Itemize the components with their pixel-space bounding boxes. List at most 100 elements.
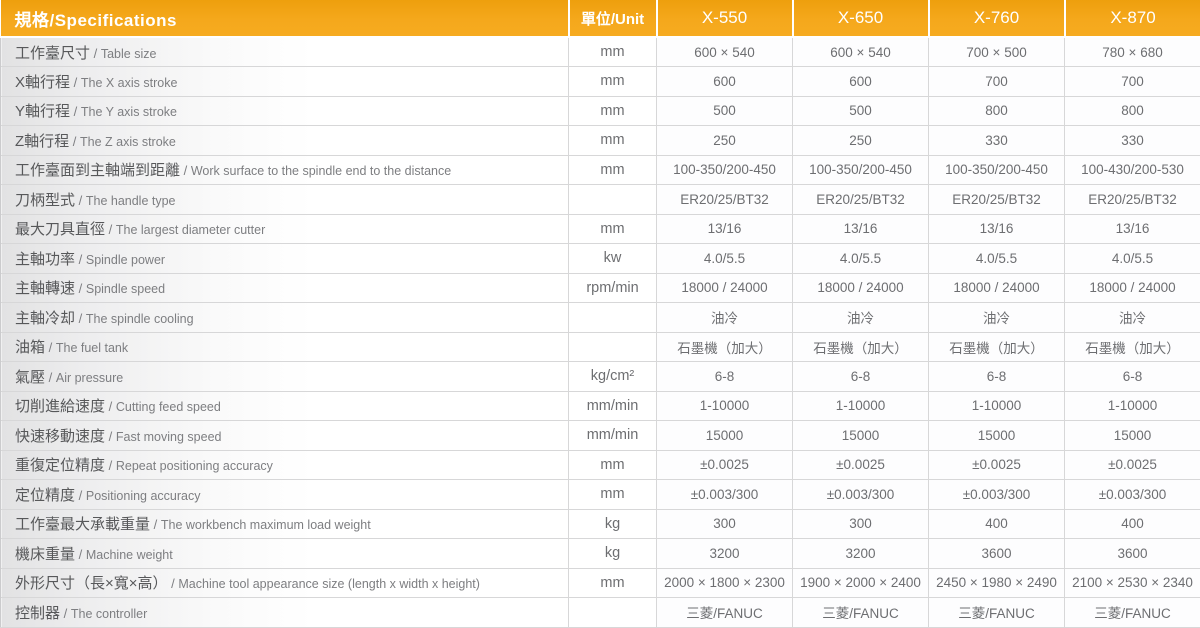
- spec-label-en: Table size: [101, 47, 157, 61]
- value-cell: 400: [929, 509, 1065, 539]
- unit-cell: mm: [569, 67, 657, 97]
- label-separator: /: [150, 517, 161, 532]
- value-cell: 1-10000: [1065, 391, 1200, 421]
- label-separator: /: [75, 311, 86, 326]
- model-column-header-x-650: X-650: [793, 0, 929, 37]
- value-cell: 700: [1065, 67, 1200, 97]
- value-cell: 4.0/5.5: [657, 244, 793, 274]
- value-cell: 100-350/200-450: [929, 155, 1065, 185]
- spec-label-en: Fast moving speed: [116, 430, 222, 444]
- spec-label-cell: 定位精度 / Positioning accuracy: [1, 480, 569, 510]
- value-cell: 13/16: [793, 214, 929, 244]
- value-cell: 石墨機（加大）: [929, 332, 1065, 362]
- unit-cell: [569, 185, 657, 215]
- spec-label-zh: 快速移動速度: [15, 428, 105, 445]
- spec-label-cell: 快速移動速度 / Fast moving speed: [1, 421, 569, 451]
- value-cell: ±0.0025: [1065, 450, 1200, 480]
- value-cell: ±0.003/300: [1065, 480, 1200, 510]
- value-cell: 1900 × 2000 × 2400: [793, 568, 929, 598]
- value-cell: 4.0/5.5: [929, 244, 1065, 274]
- spec-label-en: Air pressure: [56, 371, 123, 385]
- value-cell: ±0.003/300: [657, 480, 793, 510]
- value-cell: 三菱/FANUC: [1065, 598, 1200, 628]
- unit-cell: kg: [569, 539, 657, 569]
- spec-label-zh: 控制器: [15, 605, 60, 622]
- value-cell: 1-10000: [657, 391, 793, 421]
- spec-label-cell: 工作臺最大承載重量 / The workbench maximum load w…: [1, 509, 569, 539]
- spec-label-zh: 氣壓: [15, 369, 45, 386]
- value-cell: 2450 × 1980 × 2490: [929, 568, 1065, 598]
- value-cell: 石墨機（加大）: [657, 332, 793, 362]
- value-cell: 13/16: [1065, 214, 1200, 244]
- spec-label-en: Machine tool appearance size (length x w…: [178, 577, 480, 591]
- value-cell: 18000 / 24000: [929, 273, 1065, 303]
- spec-label-en: Spindle power: [86, 253, 165, 267]
- value-cell: 1-10000: [929, 391, 1065, 421]
- unit-cell: mm: [569, 96, 657, 126]
- value-cell: 800: [929, 96, 1065, 126]
- value-cell: 250: [793, 126, 929, 156]
- label-separator: /: [105, 429, 116, 444]
- label-separator: /: [45, 370, 56, 385]
- value-cell: 15000: [657, 421, 793, 451]
- value-cell: 石墨機（加大）: [793, 332, 929, 362]
- unit-cell: [569, 303, 657, 333]
- value-cell: 600 × 540: [793, 37, 929, 67]
- table-row: 工作臺最大承載重量 / The workbench maximum load w…: [1, 509, 1200, 539]
- spec-label-en: Spindle speed: [86, 282, 165, 296]
- spec-label-cell: 外形尺寸（長×寬×高） / Machine tool appearance si…: [1, 568, 569, 598]
- unit-cell: mm: [569, 480, 657, 510]
- spec-label-zh: 主軸冷却: [15, 310, 75, 327]
- spec-label-zh: 工作臺最大承載重量: [15, 516, 150, 533]
- value-cell: 700 × 500: [929, 37, 1065, 67]
- spec-label-en: Repeat positioning accuracy: [116, 459, 273, 473]
- spec-label-cell: 主軸功率 / Spindle power: [1, 244, 569, 274]
- spec-label-cell: 工作臺尺寸 / Table size: [1, 37, 569, 67]
- unit-cell: rpm/min: [569, 273, 657, 303]
- label-separator: /: [105, 399, 116, 414]
- spec-label-zh: 重復定位精度: [15, 457, 105, 474]
- spec-label-en: The workbench maximum load weight: [161, 518, 371, 532]
- unit-cell: mm: [569, 568, 657, 598]
- value-cell: 三菱/FANUC: [929, 598, 1065, 628]
- value-cell: 100-430/200-530: [1065, 155, 1200, 185]
- spec-label-zh: 刀柄型式: [15, 192, 75, 209]
- value-cell: ER20/25/BT32: [1065, 185, 1200, 215]
- spec-label-zh: 工作臺尺寸: [15, 45, 90, 62]
- label-separator: /: [75, 193, 86, 208]
- value-cell: 1-10000: [793, 391, 929, 421]
- spec-label-cell: 最大刀具直徑 / The largest diameter cutter: [1, 214, 569, 244]
- spec-label-en: The fuel tank: [56, 341, 128, 355]
- value-cell: 500: [657, 96, 793, 126]
- unit-column-header: 單位/Unit: [569, 0, 657, 37]
- value-cell: 330: [1065, 126, 1200, 156]
- unit-cell: mm: [569, 450, 657, 480]
- unit-cell: mm: [569, 155, 657, 185]
- spec-label-en: Work surface to the spindle end to the d…: [191, 164, 451, 178]
- value-cell: 三菱/FANUC: [793, 598, 929, 628]
- value-cell: 330: [929, 126, 1065, 156]
- value-cell: 700: [929, 67, 1065, 97]
- spec-label-en: Cutting feed speed: [116, 400, 221, 414]
- spec-label-zh: 主軸轉速: [15, 280, 75, 297]
- value-cell: 800: [1065, 96, 1200, 126]
- value-cell: ±0.0025: [929, 450, 1065, 480]
- value-cell: 石墨機（加大）: [1065, 332, 1200, 362]
- value-cell: 18000 / 24000: [1065, 273, 1200, 303]
- spec-label-zh: 定位精度: [15, 487, 75, 504]
- value-cell: 13/16: [657, 214, 793, 244]
- label-separator: /: [105, 458, 116, 473]
- label-separator: /: [70, 104, 81, 119]
- spec-label-cell: 油箱 / The fuel tank: [1, 332, 569, 362]
- value-cell: 250: [657, 126, 793, 156]
